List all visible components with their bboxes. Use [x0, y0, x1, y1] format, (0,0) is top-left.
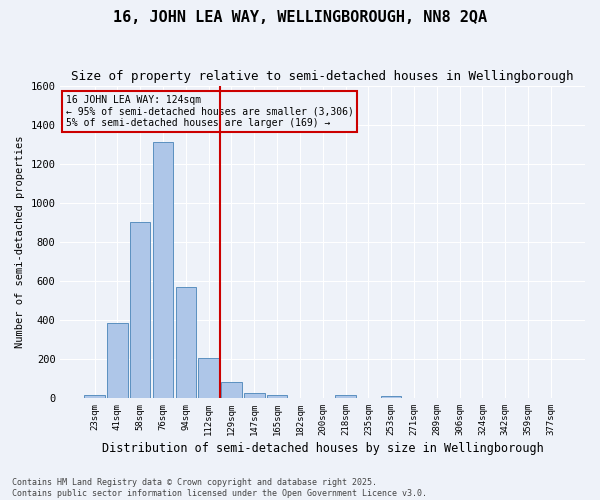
Bar: [199, 358, 219, 398]
Bar: [107, 323, 128, 398]
Y-axis label: Number of semi-detached properties: Number of semi-detached properties: [15, 136, 25, 348]
Title: Size of property relative to semi-detached houses in Wellingborough: Size of property relative to semi-detach…: [71, 70, 574, 83]
Bar: [130, 222, 151, 398]
X-axis label: Distribution of semi-detached houses by size in Wellingborough: Distribution of semi-detached houses by …: [102, 442, 544, 455]
Bar: [335, 395, 356, 398]
Bar: [244, 393, 265, 398]
Bar: [84, 395, 105, 398]
Bar: [267, 395, 287, 398]
Bar: [153, 142, 173, 398]
Bar: [221, 382, 242, 398]
Bar: [176, 286, 196, 398]
Text: 16, JOHN LEA WAY, WELLINGBOROUGH, NN8 2QA: 16, JOHN LEA WAY, WELLINGBOROUGH, NN8 2Q…: [113, 10, 487, 25]
Text: 16 JOHN LEA WAY: 124sqm
← 95% of semi-detached houses are smaller (3,306)
5% of : 16 JOHN LEA WAY: 124sqm ← 95% of semi-de…: [65, 95, 353, 128]
Text: Contains HM Land Registry data © Crown copyright and database right 2025.
Contai: Contains HM Land Registry data © Crown c…: [12, 478, 427, 498]
Bar: [381, 396, 401, 398]
